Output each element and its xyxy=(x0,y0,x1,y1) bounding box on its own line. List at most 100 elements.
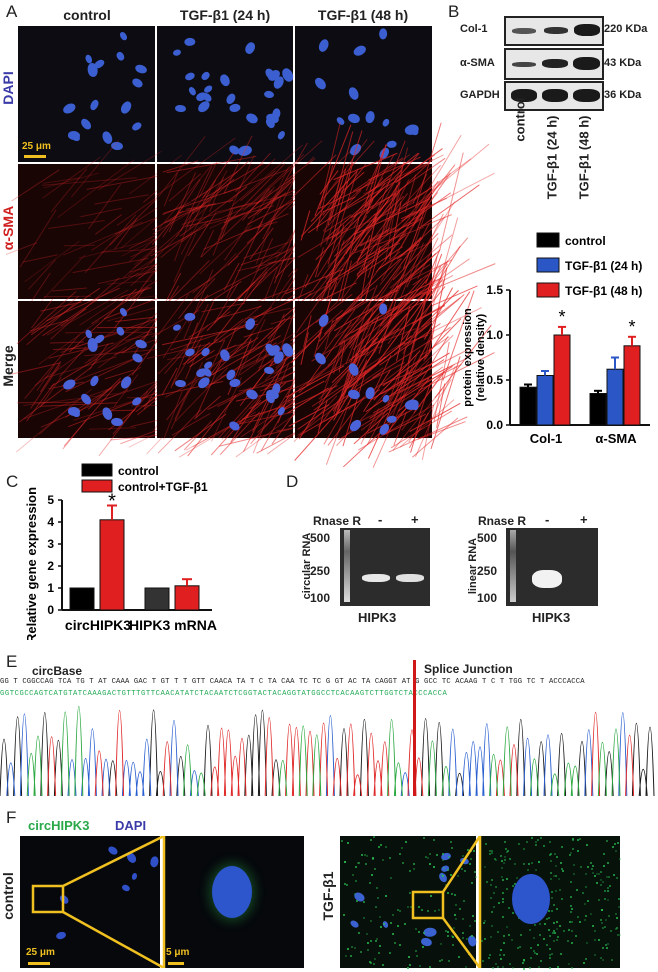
chart-b-ytick-label: 1.0 xyxy=(486,328,503,342)
blot-label-gapdh: GAPDH xyxy=(460,89,500,101)
chart-c: control control+TGF-β1 0 1 2 3 4 5 Relative gene… xyxy=(24,463,217,640)
chart-b-bar xyxy=(623,345,641,426)
scale-bar-f-large-label: 25 μm xyxy=(26,947,55,958)
gel-left-marker-250: 250 xyxy=(310,564,331,578)
chart-c-bar xyxy=(174,585,200,611)
scale-bar-a xyxy=(24,155,46,158)
chart-c-xtick-label: circHIPK3 xyxy=(65,617,131,633)
legend-label-c-1: control+TGF-β1 xyxy=(118,480,208,494)
chart-b-bar xyxy=(536,375,554,426)
scale-bar-f-small xyxy=(168,962,184,965)
legend-swatch-c-0 xyxy=(81,463,113,477)
micrograph-f-tgf xyxy=(340,836,478,970)
column-header-tgf-24h: TGF-β1 (24 h) xyxy=(179,7,271,23)
chromatogram-trace-3 xyxy=(26,705,621,797)
micrograph-f-tgf-zoom xyxy=(480,836,621,970)
row-label-alpha-sma: α-SMA xyxy=(0,205,16,251)
chromatogram-trace-2 xyxy=(47,709,635,797)
legend-label-c-0: control xyxy=(118,464,159,478)
splice-junction-marker xyxy=(413,660,416,796)
scale-bar-a-label: 25 μm xyxy=(22,141,51,152)
chart-c-ytick-label: 2 xyxy=(47,559,54,573)
gel-left-gene: HIPK3 xyxy=(358,610,397,625)
chart-b-bar xyxy=(519,386,537,426)
legend-swatch-b-1 xyxy=(536,257,560,273)
chromatogram-trace-0 xyxy=(0,709,655,797)
chart-c-bar xyxy=(69,587,95,611)
lane-label-tgf-48h: TGF-β1 (48 h) xyxy=(576,115,592,200)
gel-right-gene: HIPK3 xyxy=(532,610,571,625)
gel-left-minus: - xyxy=(378,512,383,527)
legend-circhipk3: circHIPK3 xyxy=(28,818,90,833)
legend-swatch-b-2 xyxy=(536,282,560,298)
chart-b: control TGF-β1 (24 h) TGF-β1 (48 h) 0.0 0.5 1… xyxy=(462,232,650,446)
chart-b-bar xyxy=(553,334,571,426)
chart-b-ytick-label: 0.0 xyxy=(486,418,503,432)
chart-c-bar xyxy=(99,519,125,611)
chromatogram xyxy=(0,705,655,797)
micrograph-f-control xyxy=(20,836,160,968)
blot-label-sma: α-SMA xyxy=(460,57,495,69)
scale-bar-f-small-label: 5 μm xyxy=(166,947,190,958)
legend-label-b-2: TGF-β1 (48 h) xyxy=(565,284,642,298)
legend-label-b-1: TGF-β1 (24 h) xyxy=(565,259,642,273)
gel-left-marker-100: 100 xyxy=(310,591,331,605)
legend-dapi: DAPI xyxy=(115,818,147,833)
chart-c-ylabel: Relative gene expression xyxy=(24,487,39,640)
gel-left-marker-500: 500 xyxy=(310,531,331,545)
sequence-label-circbase: circBase xyxy=(32,664,83,678)
blot-gapdh xyxy=(504,81,604,111)
micrograph-sma-tgf-24h xyxy=(149,135,361,329)
row-label-merge: Merge xyxy=(0,345,16,387)
chart-c-xtick-label: HIPK3 mRNA xyxy=(129,617,217,633)
sequence-line-1: GG T CGGCCAG TCA TG T AT CAAA GAC T GT T… xyxy=(0,678,585,686)
blot-size-36: 36 KDa xyxy=(604,89,642,101)
panel-label-b: B xyxy=(448,2,460,21)
scale-bar-f-large xyxy=(28,962,50,965)
blot-col1 xyxy=(504,16,604,46)
legend-swatch-b-0 xyxy=(536,232,560,248)
chart-c-bar xyxy=(144,587,170,611)
chart-b-ytick-label: 1.5 xyxy=(486,283,503,297)
chart-c-ytick-label: 5 xyxy=(47,493,54,507)
blot-size-43: 43 KDa xyxy=(604,57,642,69)
chart-b-significance: * xyxy=(558,307,565,327)
gel-right-plus: + xyxy=(580,512,588,527)
micrograph-dapi-tgf-48h xyxy=(295,26,432,162)
chromatogram-trace-1 xyxy=(6,712,628,797)
sequence-line-2: GGTCGCCAGTCATGTATCAAAGACTGTTTGTTCAACATAT… xyxy=(0,690,448,698)
chart-c-ytick-label: 1 xyxy=(47,581,54,595)
blot-label-col1: Col-1 xyxy=(460,23,488,35)
column-header-tgf-48h: TGF-β1 (48 h) xyxy=(317,7,409,23)
gel-right-marker-250: 250 xyxy=(477,564,498,578)
chart-b-significance: * xyxy=(628,317,635,337)
chart-b-ytick-label: 0.5 xyxy=(486,373,503,387)
gel-right-marker-500: 500 xyxy=(477,531,498,545)
column-header-control: control xyxy=(63,7,111,23)
micrograph-f-control-zoom xyxy=(164,836,304,968)
chart-b-xtick-label: α-SMA xyxy=(595,431,637,446)
blot-size-220: 220 KDa xyxy=(604,23,648,35)
chart-c-ytick-label: 0 xyxy=(47,603,54,617)
chart-c-ytick-label: 3 xyxy=(47,537,54,551)
legend-label-b-0: control xyxy=(565,234,606,248)
panel-label-f: F xyxy=(6,808,17,827)
chart-b-bar xyxy=(589,393,607,426)
micrograph-sma-tgf-48h xyxy=(285,122,495,335)
chart-c-significance: * xyxy=(108,491,116,513)
chart-b-bar xyxy=(606,368,624,426)
micrograph-dapi-tgf-24h xyxy=(157,26,296,162)
panel-label-d: D xyxy=(286,472,299,491)
gel-right-minus: - xyxy=(545,512,550,527)
lane-label-tgf-24h: TGF-β1 (24 h) xyxy=(544,115,560,200)
row-label-dapi: DAPI xyxy=(0,71,16,105)
panel-label-c: C xyxy=(6,472,19,491)
gel-left xyxy=(340,528,430,606)
chart-b-ylabel-2: (relative density) xyxy=(475,313,487,401)
micrograph-sma-control xyxy=(5,139,213,331)
sequence-label-splice-junction: Splice Junction xyxy=(424,662,513,676)
blot-sma xyxy=(504,48,604,80)
gel-right-treatment: Rnase R xyxy=(478,514,527,528)
gel-left-plus: + xyxy=(411,512,419,527)
lane-label-control: control xyxy=(512,97,528,142)
